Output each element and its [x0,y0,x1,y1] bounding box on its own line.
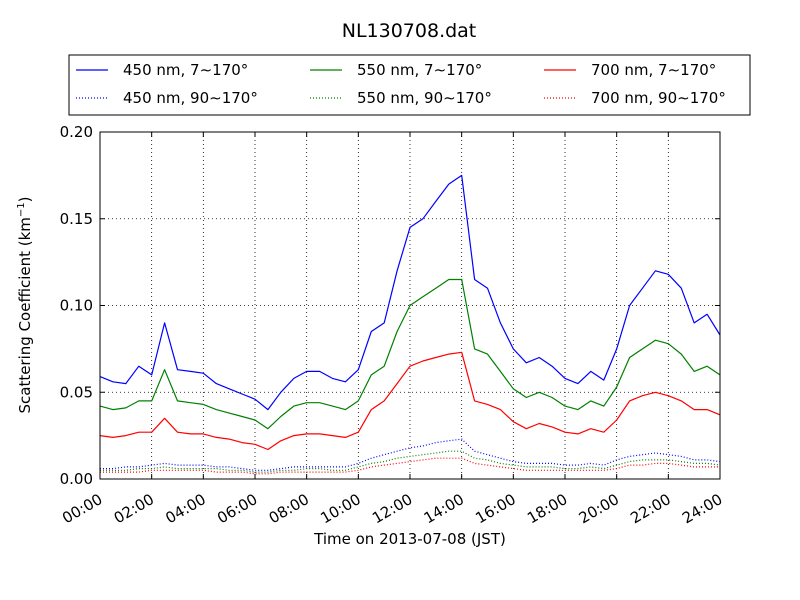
x-tick-label: 02:00 [111,490,157,527]
x-tick-label: 18:00 [524,490,570,527]
series-line [99,174,721,411]
series-lines [99,174,721,475]
y-tick-label: 0.15 [60,210,93,228]
y-axis-label: Scattering Coefficient (km−1) [16,196,34,413]
legend: 450 nm, 7∼170° 550 nm, 7∼170° 700 nm, 7∼17… [76,61,726,107]
legend-box [68,54,751,116]
series-line [100,457,720,475]
x-tick-label: 14:00 [421,490,467,527]
legend-label: 700 nm, 90∼170° [591,89,726,107]
y-axis-label-sup: −1 [16,202,27,217]
legend-label: 450 nm, 90∼170° [123,89,258,107]
legend-label: 550 nm, 90∼170° [357,89,492,107]
series-line [99,351,721,451]
x-tick-label: 08:00 [266,490,312,527]
y-tick-label: 0.00 [60,470,93,488]
x-tick-label: 20:00 [576,490,622,527]
legend-label: 700 nm, 7∼170° [591,61,716,79]
y-tick-label: 0.05 [60,383,93,401]
x-axis-label: Time on 2013-07-08 (JST) [313,530,506,548]
series-line [99,278,721,430]
x-tick-label: 24:00 [679,490,725,527]
legend-label: 550 nm, 7∼170° [357,61,482,79]
y-axis-label-main: Scattering Coefficient (km [16,217,34,413]
ticks [99,131,721,480]
y-axis-label-tail: ) [16,196,34,202]
x-tick-label: 12:00 [369,490,415,527]
x-tick-label: 10:00 [317,490,363,527]
y-tick-label: 0.20 [60,123,93,141]
x-tick-label: 22:00 [627,490,673,527]
x-tick-label: 04:00 [162,490,208,527]
x-tick-label: 16:00 [472,490,518,527]
legend-label: 450 nm, 7∼170° [123,61,248,79]
x-tick-labels: 00:00 02:00 04:00 06:00 08:00 10:00 12:00 14:00… [59,490,725,527]
chart-title: NL130708.dat [342,20,477,42]
x-tick-label: 06:00 [214,490,260,527]
grid [100,132,720,479]
series-line [100,450,721,473]
x-tick-label: 00:00 [59,490,105,527]
y-tick-label: 0.10 [60,297,93,315]
series-line [100,438,721,471]
y-tick-labels: 0.00 0.05 0.10 0.15 0.20 [60,123,93,488]
